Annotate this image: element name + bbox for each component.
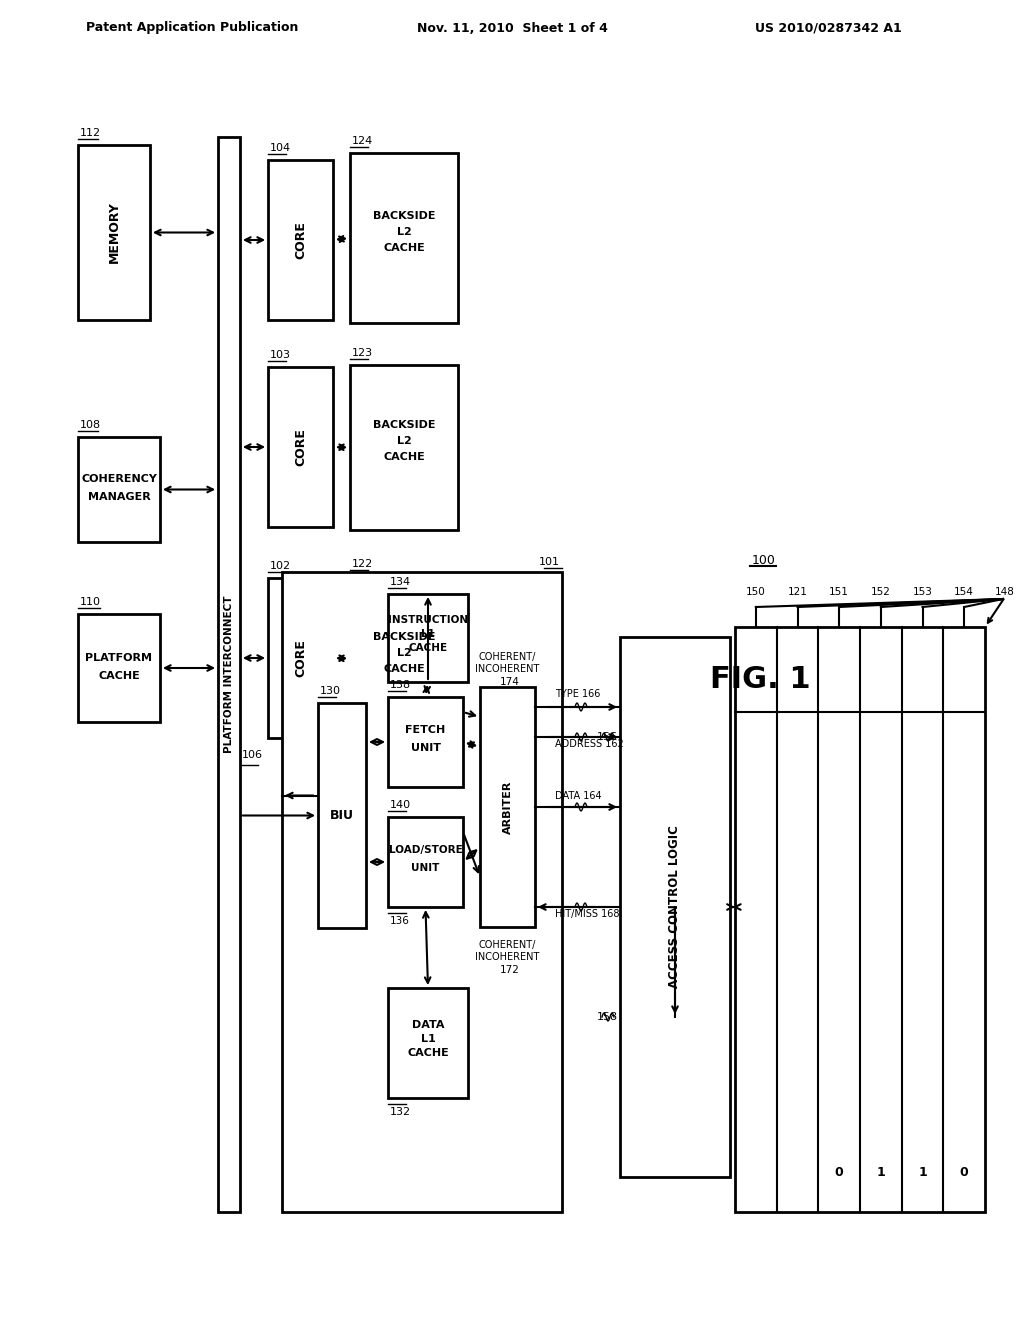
Text: CACHE: CACHE xyxy=(98,671,140,681)
Text: Patent Application Publication: Patent Application Publication xyxy=(86,21,298,34)
Text: TYPE 166: TYPE 166 xyxy=(555,689,600,700)
Text: MANAGER: MANAGER xyxy=(88,492,151,503)
Text: PLATFORM INTERCONNECT: PLATFORM INTERCONNECT xyxy=(224,595,234,754)
FancyBboxPatch shape xyxy=(480,686,535,927)
FancyBboxPatch shape xyxy=(318,704,366,928)
FancyBboxPatch shape xyxy=(78,614,160,722)
FancyBboxPatch shape xyxy=(350,153,458,323)
FancyBboxPatch shape xyxy=(268,367,333,527)
Text: MEMORY: MEMORY xyxy=(108,202,121,264)
Text: 0: 0 xyxy=(959,1166,969,1179)
Text: 151: 151 xyxy=(829,587,849,597)
Text: CACHE: CACHE xyxy=(408,1048,449,1059)
Text: CORE: CORE xyxy=(294,639,307,677)
FancyBboxPatch shape xyxy=(268,160,333,319)
Text: UNIT: UNIT xyxy=(411,743,440,752)
Text: BACKSIDE: BACKSIDE xyxy=(373,211,435,220)
Text: FETCH: FETCH xyxy=(406,725,445,735)
Text: CORE: CORE xyxy=(294,428,307,466)
Text: 153: 153 xyxy=(912,587,933,597)
FancyBboxPatch shape xyxy=(282,572,562,1212)
Text: 130: 130 xyxy=(319,686,341,696)
Text: 102: 102 xyxy=(270,561,291,572)
Text: 106: 106 xyxy=(242,750,263,759)
FancyBboxPatch shape xyxy=(388,987,468,1098)
Text: UNIT: UNIT xyxy=(412,863,439,873)
Text: CACHE: CACHE xyxy=(383,243,425,253)
Text: US 2010/0287342 A1: US 2010/0287342 A1 xyxy=(755,21,901,34)
Text: 104: 104 xyxy=(270,143,291,153)
Text: COHERENCY: COHERENCY xyxy=(81,474,157,484)
Text: INCOHERENT: INCOHERENT xyxy=(475,664,540,675)
Text: ARBITER: ARBITER xyxy=(503,780,512,834)
Text: CACHE: CACHE xyxy=(383,664,425,673)
Text: ACCESS CONTROL LOGIC: ACCESS CONTROL LOGIC xyxy=(669,825,682,989)
Text: 136: 136 xyxy=(390,916,410,927)
Text: 101: 101 xyxy=(539,557,560,568)
Text: FIG. 1: FIG. 1 xyxy=(710,665,810,694)
Text: L1: L1 xyxy=(421,1034,435,1044)
Text: DATA: DATA xyxy=(412,1020,444,1030)
Text: 172: 172 xyxy=(500,965,519,975)
FancyBboxPatch shape xyxy=(388,817,463,907)
Text: 100: 100 xyxy=(752,553,776,566)
Text: L2: L2 xyxy=(396,648,412,657)
Text: BACKSIDE: BACKSIDE xyxy=(373,421,435,430)
Text: 174: 174 xyxy=(500,677,519,686)
FancyBboxPatch shape xyxy=(268,578,333,738)
Text: ADDRESS 162: ADDRESS 162 xyxy=(555,739,624,748)
FancyBboxPatch shape xyxy=(620,638,730,1177)
Text: L1: L1 xyxy=(421,630,435,639)
Text: COHERENT/: COHERENT/ xyxy=(479,940,537,950)
Text: 123: 123 xyxy=(352,348,373,358)
Text: 134: 134 xyxy=(390,577,411,587)
Text: HIT/MISS 168: HIT/MISS 168 xyxy=(555,909,620,919)
FancyBboxPatch shape xyxy=(735,627,985,1212)
Text: 1: 1 xyxy=(877,1166,885,1179)
Text: 156: 156 xyxy=(597,733,618,742)
Text: BACKSIDE: BACKSIDE xyxy=(373,631,435,642)
Text: 132: 132 xyxy=(390,1107,411,1117)
Text: Nov. 11, 2010  Sheet 1 of 4: Nov. 11, 2010 Sheet 1 of 4 xyxy=(417,21,607,34)
FancyBboxPatch shape xyxy=(350,366,458,531)
FancyBboxPatch shape xyxy=(78,145,150,319)
Text: 122: 122 xyxy=(352,558,374,569)
FancyBboxPatch shape xyxy=(350,576,458,741)
Text: 154: 154 xyxy=(954,587,974,597)
Text: 110: 110 xyxy=(80,597,101,607)
Text: DATA 164: DATA 164 xyxy=(555,791,602,801)
Text: CACHE: CACHE xyxy=(383,453,425,462)
Text: L2: L2 xyxy=(396,227,412,238)
Text: 103: 103 xyxy=(270,350,291,360)
Text: 150: 150 xyxy=(745,587,766,597)
Text: 158: 158 xyxy=(597,1012,618,1022)
Text: 121: 121 xyxy=(787,587,808,597)
Text: LOAD/STORE: LOAD/STORE xyxy=(389,845,463,855)
FancyBboxPatch shape xyxy=(78,437,160,543)
FancyBboxPatch shape xyxy=(388,697,463,787)
Text: 1: 1 xyxy=(919,1166,927,1179)
FancyBboxPatch shape xyxy=(388,594,468,682)
Text: INCOHERENT: INCOHERENT xyxy=(475,952,540,962)
Text: 112: 112 xyxy=(80,128,101,139)
FancyBboxPatch shape xyxy=(218,137,240,1212)
Text: 138: 138 xyxy=(390,680,411,690)
Text: L2: L2 xyxy=(396,437,412,446)
Text: 108: 108 xyxy=(80,420,101,430)
Text: 148: 148 xyxy=(995,587,1015,597)
Text: CORE: CORE xyxy=(294,220,307,259)
Text: 140: 140 xyxy=(390,800,411,810)
Text: 124: 124 xyxy=(352,136,374,147)
Text: COHERENT/: COHERENT/ xyxy=(479,652,537,663)
Text: CACHE: CACHE xyxy=(409,643,447,653)
Text: BIU: BIU xyxy=(330,809,354,822)
Text: INSTRUCTION: INSTRUCTION xyxy=(388,615,468,624)
Text: 152: 152 xyxy=(870,587,891,597)
Text: 0: 0 xyxy=(835,1166,844,1179)
Text: PLATFORM: PLATFORM xyxy=(85,653,153,663)
